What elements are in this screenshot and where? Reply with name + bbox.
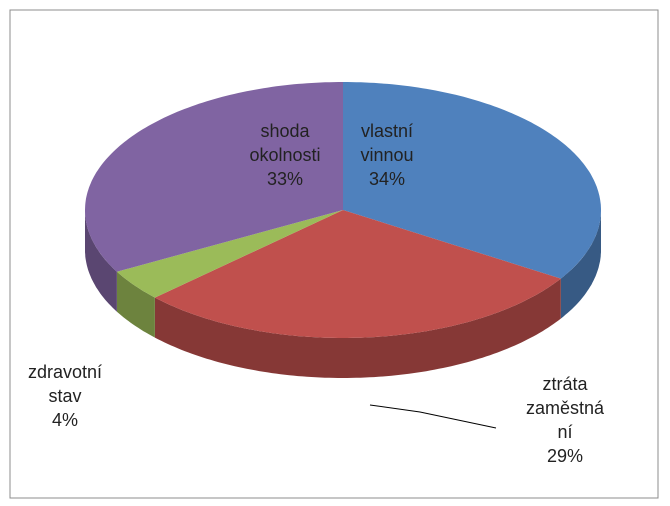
label-line: stav bbox=[48, 386, 81, 406]
slice bbox=[154, 210, 561, 338]
label-line: okolnosti bbox=[249, 145, 320, 165]
value-label: 29% bbox=[547, 446, 583, 466]
label-line: zdravotní bbox=[28, 362, 102, 382]
slice-side bbox=[560, 210, 601, 319]
label-line: vinnou bbox=[360, 145, 413, 165]
value-label: 34% bbox=[369, 169, 405, 189]
slice-label: zdravotní stav bbox=[28, 362, 102, 406]
slice bbox=[116, 210, 344, 298]
slice-label: shoda okolnosti bbox=[249, 121, 320, 165]
label-line: vlastní bbox=[361, 121, 413, 141]
slice-label: ztráta zaměstná ní bbox=[526, 374, 605, 442]
pie-sides bbox=[85, 210, 601, 378]
slice bbox=[343, 82, 601, 279]
value-label: 33% bbox=[267, 169, 303, 189]
slice-side bbox=[154, 278, 561, 378]
value-label: 4% bbox=[52, 410, 78, 430]
slice-side bbox=[116, 271, 155, 338]
label-line: ztráta bbox=[542, 374, 588, 394]
label-line: shoda bbox=[260, 121, 310, 141]
label-line: zaměstná bbox=[526, 398, 605, 418]
label-line: ní bbox=[557, 422, 572, 442]
leader-line bbox=[369, 404, 497, 429]
slice-label: vlastní vinnou bbox=[360, 121, 413, 165]
pie-tops bbox=[85, 82, 601, 338]
slice bbox=[85, 82, 343, 272]
labels: vlastní vinnou 34% ztráta zaměstná ní 29% zdrav… bbox=[28, 121, 605, 466]
slice-side bbox=[85, 210, 117, 312]
